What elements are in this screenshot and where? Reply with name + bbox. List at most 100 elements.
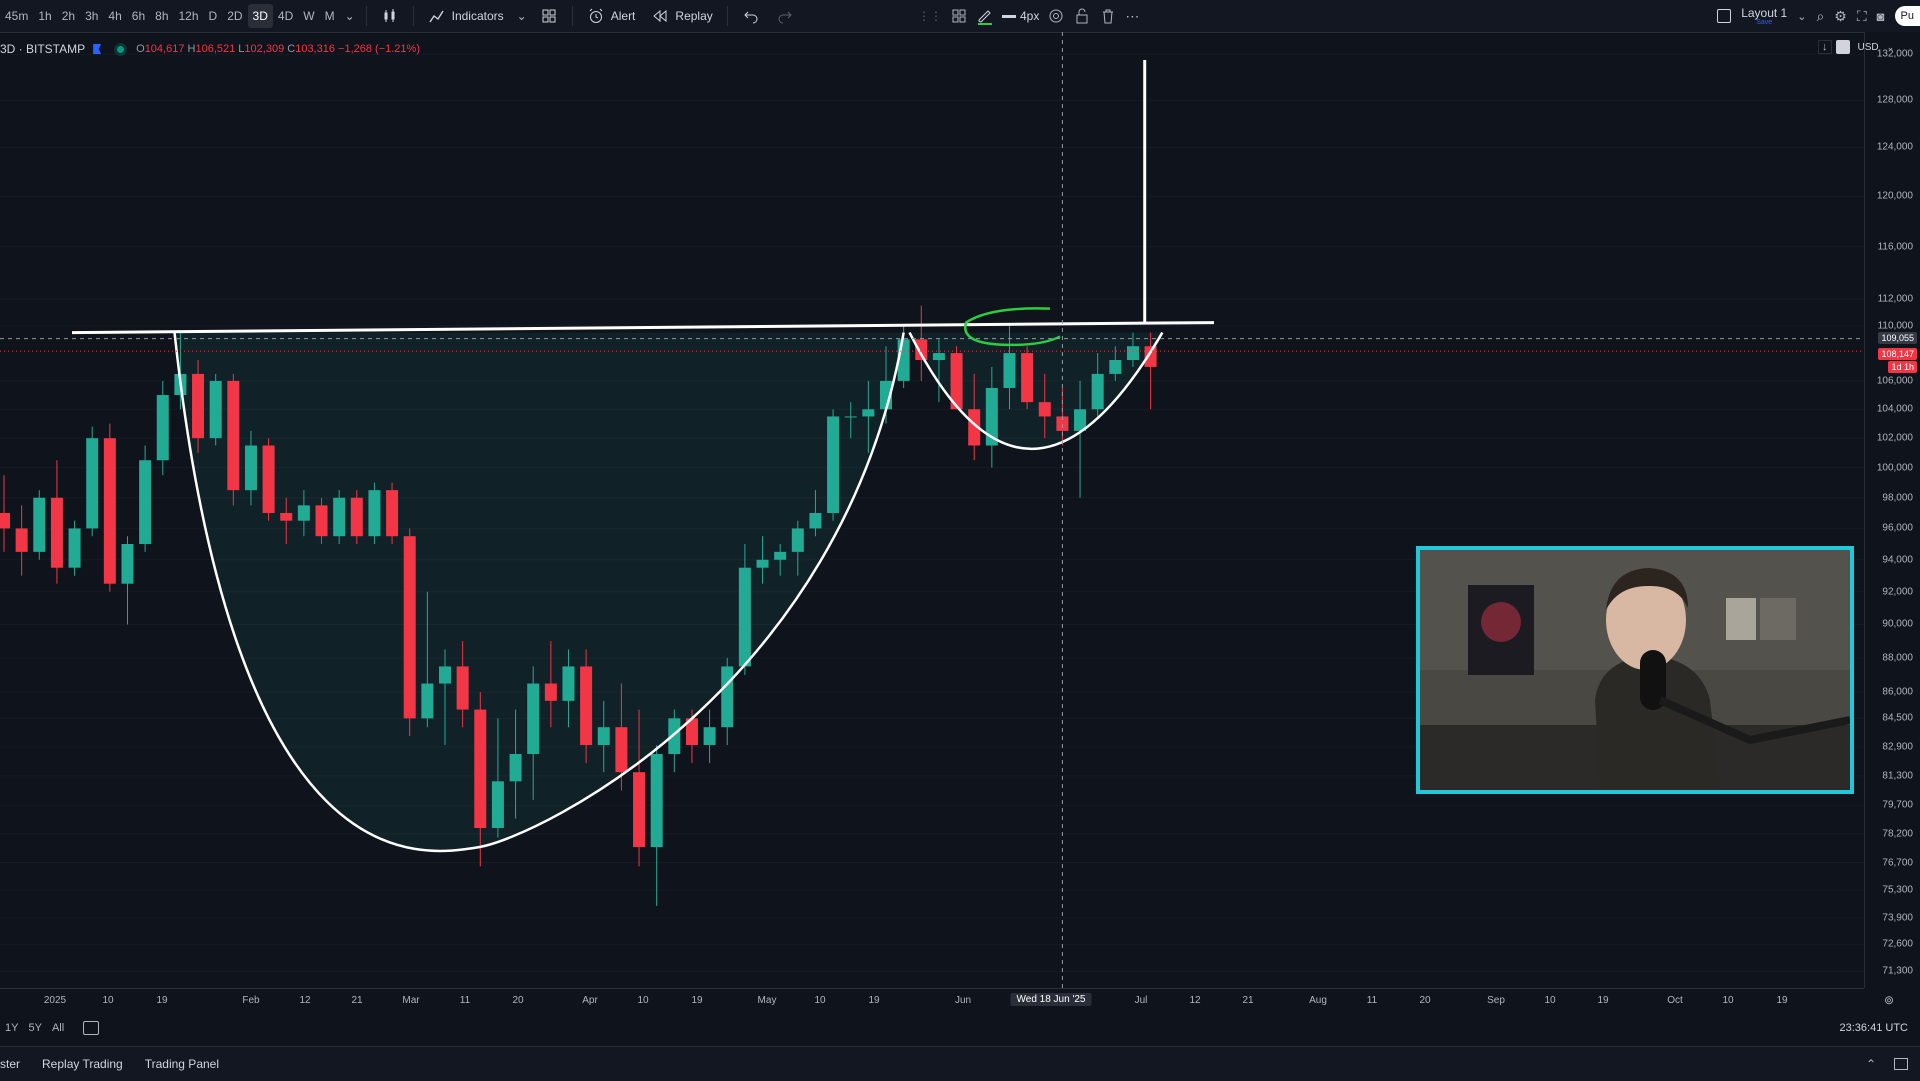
settings-gear-icon[interactable] xyxy=(1047,7,1065,25)
time-tick-label: 12 xyxy=(1189,995,1201,1006)
currency-select[interactable]: USD xyxy=(1857,41,1879,53)
goto-settings-icon[interactable]: ⊚ xyxy=(1884,993,1895,1007)
open-label: O xyxy=(136,43,145,55)
time-tick-label: 10 xyxy=(1544,995,1556,1006)
publish-button[interactable]: Pu xyxy=(1894,6,1920,26)
timeframe-3d[interactable]: 3D xyxy=(247,4,273,28)
candle-body xyxy=(333,497,346,537)
divider xyxy=(365,6,367,26)
timeframe-2d[interactable]: 2D xyxy=(227,9,243,23)
redo-button[interactable] xyxy=(768,3,802,29)
candle-body xyxy=(1091,373,1104,410)
layout-save-label: Save xyxy=(1756,18,1773,26)
price-tick-label: 104,000 xyxy=(1876,403,1913,415)
handle-curve-drawing xyxy=(908,331,1164,450)
trash-icon[interactable] xyxy=(1099,7,1117,25)
collapse-panel-icon[interactable]: ⌃ xyxy=(1865,1057,1876,1071)
timeframe-d[interactable]: D xyxy=(208,9,218,23)
range-bar: 1Y 5Y All 23:36:41 UTC xyxy=(0,1013,1920,1043)
range-all-button[interactable]: All xyxy=(51,1022,65,1034)
tab-trading-panel[interactable]: Trading Panel xyxy=(144,1057,220,1071)
candle-body xyxy=(50,497,63,568)
candle-body xyxy=(844,416,857,418)
tab-screener[interactable]: ster xyxy=(0,1057,21,1071)
timeframe-6h[interactable]: 6h xyxy=(131,9,146,23)
range-5y-button[interactable]: 5Y xyxy=(28,1022,42,1034)
candle-body xyxy=(1038,402,1051,417)
alert-button[interactable]: Alert xyxy=(579,3,644,29)
timeframe-3h[interactable]: 3h xyxy=(85,9,99,23)
timeframe-1h[interactable]: 1h xyxy=(38,9,52,23)
chart-type-button[interactable] xyxy=(373,3,407,29)
timeframe-45m[interactable]: 45m xyxy=(5,9,29,23)
candle-body xyxy=(421,683,434,719)
undo-button[interactable] xyxy=(734,3,768,29)
time-tick-label: 21 xyxy=(351,995,363,1006)
lock-icon[interactable] xyxy=(1073,7,1091,25)
line-style-button[interactable]: 4px xyxy=(1002,9,1039,23)
change-value: −1,268 (−1.21%) xyxy=(338,43,420,55)
time-tick-label: 10 xyxy=(102,995,114,1006)
indicators-dropdown-icon[interactable]: ⌄ xyxy=(516,9,527,23)
candlestick-chart[interactable] xyxy=(0,32,1864,988)
flag-icon[interactable] xyxy=(93,44,102,54)
template-grid-icon[interactable] xyxy=(950,7,968,25)
time-tick-label: 11 xyxy=(1366,995,1378,1006)
timeframe-8h[interactable]: 8h xyxy=(155,9,169,23)
candle-body xyxy=(580,666,593,746)
rewind-icon xyxy=(653,9,667,23)
candle-body xyxy=(527,683,540,755)
settings-icon[interactable]: ⚙ xyxy=(1834,7,1847,24)
range-1y-button[interactable]: 1Y xyxy=(5,1022,19,1034)
scroll-down-icon[interactable]: ↓ xyxy=(1818,40,1832,54)
time-tick-label: May xyxy=(757,995,777,1006)
price-tick-label: 100,000 xyxy=(1876,462,1913,474)
indicators-button[interactable]: Indicators xyxy=(420,3,512,29)
timeframe-w[interactable]: W xyxy=(303,9,315,23)
quick-search-icon[interactable]: ⌕ xyxy=(1816,7,1825,24)
time-tick-label: 20 xyxy=(1419,995,1431,1006)
symbol-label[interactable]: 3D · BITSTAMP xyxy=(0,42,86,56)
candle-body xyxy=(862,409,875,417)
time-axis[interactable]: 2025 10 19 Feb 12 21 Mar 11 20 Apr 10 19 May 10 19 Jun W… xyxy=(0,988,1864,1013)
layout-dropdown-icon[interactable]: ⌄ xyxy=(1797,10,1807,23)
time-tick-label: Jul xyxy=(1134,995,1148,1006)
candle-body xyxy=(915,339,928,361)
timeframe-4d[interactable]: 4D xyxy=(277,9,294,23)
candle-body xyxy=(932,353,945,361)
sync-icon[interactable] xyxy=(1835,40,1850,54)
bottom-panel-tabs: ster Replay Trading Trading Panel ⌃ xyxy=(0,1046,1920,1081)
utc-clock[interactable]: 23:36:41 UTC xyxy=(1839,1022,1908,1034)
timeframe-m[interactable]: M xyxy=(324,9,335,23)
templates-button[interactable] xyxy=(532,3,566,29)
camera-icon[interactable]: ◙ xyxy=(1876,8,1885,24)
layout-square-icon[interactable] xyxy=(1717,9,1732,23)
candle-body xyxy=(985,387,998,446)
cup-fill-area xyxy=(174,332,904,851)
candle-body xyxy=(33,497,46,552)
chart-area[interactable] xyxy=(0,32,1864,988)
webcam-video-image xyxy=(1420,550,1850,790)
timeframe-12h[interactable]: 12h xyxy=(178,9,199,23)
maximize-panel-icon[interactable] xyxy=(1894,1058,1908,1070)
time-tick-label: 20 xyxy=(512,995,524,1006)
price-tick-label: 82,900 xyxy=(1882,741,1913,753)
timeframe-4h[interactable]: 4h xyxy=(108,9,122,23)
drag-handle-icon[interactable]: ⋮⋮ xyxy=(918,9,942,23)
timeframe-2h[interactable]: 2h xyxy=(61,9,76,23)
pencil-icon[interactable] xyxy=(976,7,994,25)
layout-button[interactable]: Layout 1 Save xyxy=(1741,7,1787,26)
fullscreen-icon[interactable]: ⛶ xyxy=(1856,7,1867,24)
tab-replay-trading[interactable]: Replay Trading xyxy=(42,1057,123,1071)
candle-body xyxy=(509,754,522,782)
timeframe-dropdown-icon[interactable]: ⌄ xyxy=(344,9,355,23)
price-tick-label: 92,000 xyxy=(1882,586,1913,598)
price-axis[interactable]: 132,000 128,000 124,000 120,000 116,000 112,0… xyxy=(1864,32,1920,988)
candle-body xyxy=(685,718,698,746)
replay-button[interactable]: Replay xyxy=(643,3,720,29)
price-tick-label: 71,300 xyxy=(1882,965,1913,977)
currency-dropdown-icon[interactable]: ⌄ xyxy=(1886,41,1895,52)
date-range-calendar-icon[interactable] xyxy=(83,1021,100,1035)
price-tag-last: 108,147 xyxy=(1878,348,1917,361)
more-options-icon[interactable]: ⋯ xyxy=(1125,7,1140,24)
